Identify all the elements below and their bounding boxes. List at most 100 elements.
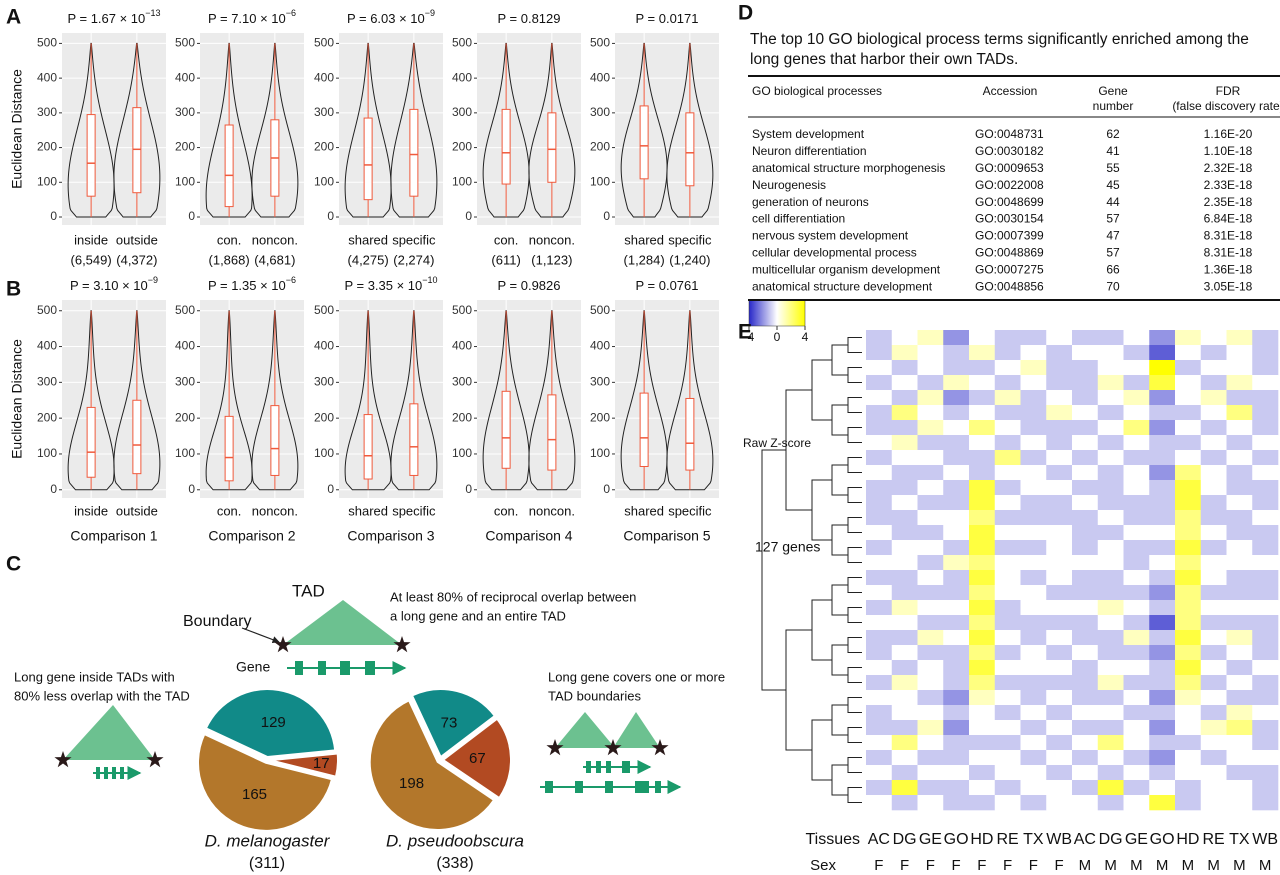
heatmap-cell [994, 570, 1021, 586]
heatmap-cell [1149, 750, 1176, 766]
y-tick-label: 0 [188, 482, 195, 496]
heatmap-cell [969, 720, 996, 736]
heatmap-cell [917, 630, 944, 646]
heatmap-cell [1097, 780, 1124, 796]
table-cell: 2.33E-18 [1204, 178, 1253, 192]
heatmap-cell [1072, 405, 1099, 421]
y-tick-label: 500 [590, 303, 610, 317]
heatmap-cell [1046, 600, 1073, 616]
heatmap-cell [1020, 495, 1047, 511]
heatmap-cell [1072, 390, 1099, 406]
heatmap-cell [1175, 750, 1202, 766]
pie-slice [441, 717, 512, 800]
heatmap-cell [1149, 435, 1176, 451]
tissue: AC [868, 831, 890, 848]
panel-letter: D [738, 2, 753, 25]
sex: M [1156, 857, 1169, 874]
heatmap-cell [1123, 645, 1150, 661]
tissue: RE [1203, 831, 1225, 848]
heatmap-cell [1072, 465, 1099, 481]
dendrogram-branch [811, 359, 832, 421]
slice-label: 73 [441, 715, 458, 732]
heatmap-cell [1097, 390, 1124, 406]
sex: F [926, 857, 935, 874]
heatmap-cell [1020, 705, 1047, 721]
heatmap-cell [1097, 630, 1124, 646]
heatmap-cell [1020, 765, 1047, 781]
exon [112, 767, 116, 779]
heatmap-cell [1200, 375, 1227, 391]
dendrogram-branch [847, 697, 862, 713]
heatmap-cell [917, 660, 944, 676]
slice-label: 129 [261, 714, 286, 731]
heatmap-cell [969, 450, 996, 466]
heatmap-cell [1200, 765, 1227, 781]
heatmap-cell [1072, 360, 1099, 376]
pie-slice [410, 688, 497, 759]
dendrogram-branch [847, 637, 862, 653]
heatmap-cell [1149, 795, 1176, 811]
heatmap-cell [917, 420, 944, 436]
heatmap-cell [1175, 720, 1202, 736]
violin [390, 42, 438, 218]
plot-background [477, 33, 581, 225]
heatmap-cell [1149, 345, 1176, 361]
boundary-star [54, 751, 72, 768]
y-tick-label: 0 [327, 209, 334, 223]
heatmap-cell [1200, 525, 1227, 541]
heatmap-cell [943, 615, 970, 631]
plot-background [615, 33, 719, 225]
heatmap-cell [891, 480, 918, 496]
heatmap-cell [994, 585, 1021, 601]
y-tick-label: 100 [590, 446, 610, 460]
tissue: RE [997, 831, 1019, 848]
heatmap-cell [1175, 780, 1202, 796]
heatmap-cell [1226, 435, 1253, 451]
p-value: P = 3.10 × 10−9 [70, 275, 158, 293]
heatmap-cell [917, 360, 944, 376]
heatmap-cell [1226, 720, 1253, 736]
heatmap-cell [1149, 675, 1176, 691]
p-text: P = 3.10 × 10 [70, 278, 148, 293]
tad-label: TAD [292, 581, 325, 600]
group-label: con. [494, 503, 519, 518]
group-count: (1,240) [669, 252, 710, 267]
heatmap-cell [969, 375, 996, 391]
colorbar-label: Raw Z-score [743, 436, 811, 450]
heatmap-cell [891, 570, 918, 586]
heatmap-cell [1123, 795, 1150, 811]
group-label: outside [116, 503, 158, 518]
heatmap-cell [1046, 330, 1073, 346]
heatmap-cell [866, 705, 893, 721]
heatmap-cell [1252, 390, 1279, 406]
heatmap-cell [1149, 375, 1176, 391]
heatmap-cell [917, 795, 944, 811]
heatmap-cell [917, 690, 944, 706]
p-exponent: −6 [286, 8, 296, 18]
pie-slice [269, 752, 339, 778]
heatmap-cell [1020, 375, 1047, 391]
heatmap-cell [866, 600, 893, 616]
heatmap-cell [891, 525, 918, 541]
table-cell: generation of neurons [752, 195, 869, 209]
y-tick-label: 0 [50, 209, 57, 223]
heatmap-cell [1226, 420, 1253, 436]
y-axis-label: Euclidean Distance [9, 339, 25, 459]
heatmap-cell [994, 630, 1021, 646]
heatmap-cell [943, 765, 970, 781]
panel-letter: C [6, 553, 21, 576]
slice-label: 198 [399, 775, 424, 792]
heatmap-cell [969, 600, 996, 616]
heatmap-cell [1072, 720, 1099, 736]
table-cell: multicellular organism development [752, 262, 941, 276]
table-cell: 3.05E-18 [1204, 279, 1253, 293]
table-cell: 66 [1106, 262, 1120, 276]
heatmap-cell [994, 450, 1021, 466]
gene-label: Gene [236, 659, 270, 675]
boundary-star [651, 739, 669, 756]
heatmap-cell [1226, 450, 1253, 466]
y-tick-label: 400 [590, 70, 610, 84]
heatmap-cell [917, 465, 944, 481]
pie-slice [204, 688, 337, 759]
y-tick-label: 100 [590, 174, 610, 188]
